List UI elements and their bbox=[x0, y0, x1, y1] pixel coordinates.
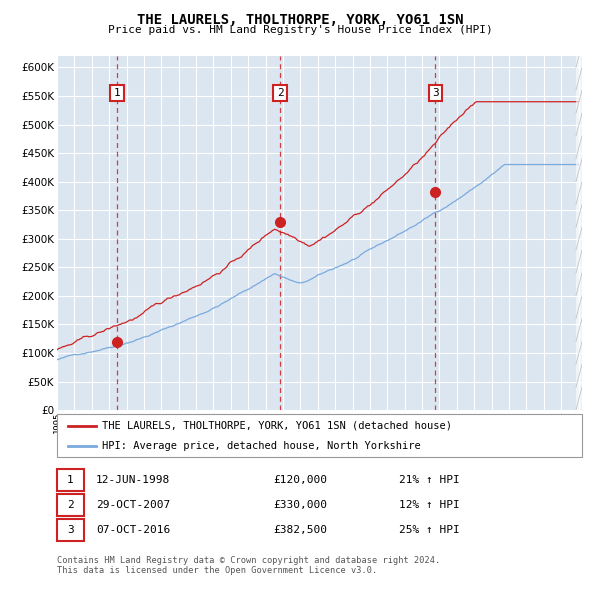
Text: THE LAURELS, THOLTHORPE, YORK, YO61 1SN: THE LAURELS, THOLTHORPE, YORK, YO61 1SN bbox=[137, 13, 463, 27]
Bar bbox=[576, 56, 582, 410]
Text: £382,500: £382,500 bbox=[273, 525, 327, 535]
Text: 1: 1 bbox=[67, 476, 74, 485]
Text: THE LAURELS, THOLTHORPE, YORK, YO61 1SN (detached house): THE LAURELS, THOLTHORPE, YORK, YO61 1SN … bbox=[102, 421, 452, 431]
Text: 1: 1 bbox=[113, 88, 121, 98]
Text: 21% ↑ HPI: 21% ↑ HPI bbox=[399, 476, 460, 485]
Text: 25% ↑ HPI: 25% ↑ HPI bbox=[399, 525, 460, 535]
Text: £120,000: £120,000 bbox=[273, 476, 327, 485]
Text: 29-OCT-2007: 29-OCT-2007 bbox=[96, 500, 170, 510]
Text: 2: 2 bbox=[67, 500, 74, 510]
Text: 07-OCT-2016: 07-OCT-2016 bbox=[96, 525, 170, 535]
Text: 12% ↑ HPI: 12% ↑ HPI bbox=[399, 500, 460, 510]
Text: 2: 2 bbox=[277, 88, 283, 98]
Text: Price paid vs. HM Land Registry's House Price Index (HPI): Price paid vs. HM Land Registry's House … bbox=[107, 25, 493, 35]
Text: 12-JUN-1998: 12-JUN-1998 bbox=[96, 476, 170, 485]
Text: Contains HM Land Registry data © Crown copyright and database right 2024.
This d: Contains HM Land Registry data © Crown c… bbox=[57, 556, 440, 575]
Text: 3: 3 bbox=[67, 525, 74, 535]
Text: £330,000: £330,000 bbox=[273, 500, 327, 510]
Text: 3: 3 bbox=[432, 88, 439, 98]
Text: HPI: Average price, detached house, North Yorkshire: HPI: Average price, detached house, Nort… bbox=[102, 441, 421, 451]
